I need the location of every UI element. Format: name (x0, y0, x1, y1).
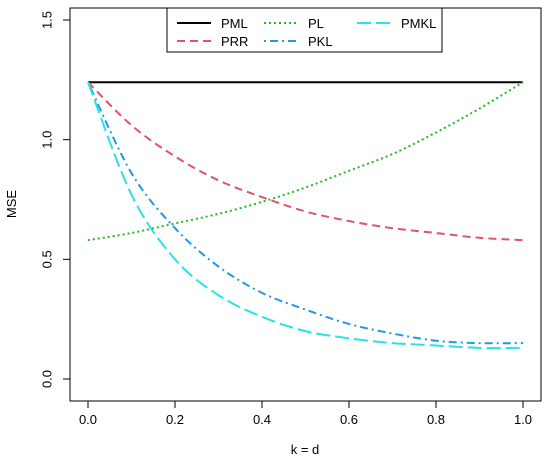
x-tick-label: 0.2 (166, 412, 184, 427)
legend-label-pl: PL (308, 16, 324, 31)
series-line-pmkl (87, 81, 524, 350)
series-line-pl (87, 81, 524, 242)
y-tick-label: 1.5 (39, 11, 54, 29)
y-tick-label: 0.5 (39, 250, 54, 268)
y-axis-label: MSE (4, 190, 19, 219)
x-tick-label: 0.0 (79, 412, 97, 427)
y-tick-label: 1.0 (39, 131, 54, 149)
legend-label-pkl: PKL (308, 34, 333, 49)
x-tick-label: 1.0 (514, 412, 532, 427)
y-axis: 0.0 0.5 1.0 1.5 (39, 11, 71, 388)
x-tick-label: 0.4 (253, 412, 271, 427)
legend-box (166, 7, 443, 53)
legend: PML PRR PL PKL PMKL (166, 7, 443, 53)
x-tick-label: 0.6 (340, 412, 358, 427)
y-tick-label: 0.0 (39, 370, 54, 388)
x-axis-label: k = d (291, 442, 320, 457)
x-axis: 0.0 0.2 0.4 0.6 0.8 1.0 (79, 400, 532, 427)
legend-label-pmkl: PMKL (401, 16, 436, 31)
legend-label-pml: PML (221, 16, 248, 31)
x-tick-label: 0.8 (427, 412, 445, 427)
legend-label-prr: PRR (221, 34, 248, 49)
series-layer (87, 81, 524, 350)
series-line-prr (87, 81, 524, 242)
